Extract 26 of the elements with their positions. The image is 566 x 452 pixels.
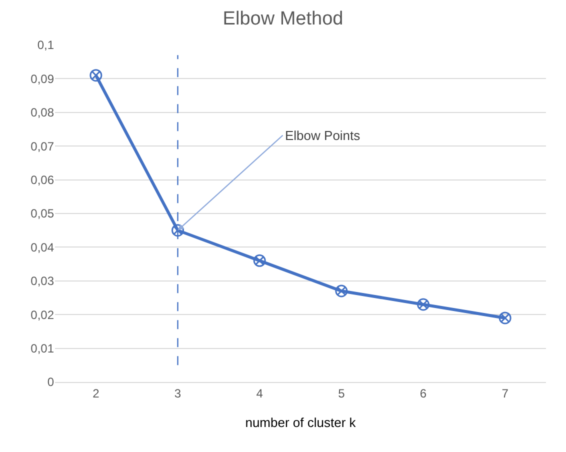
x-tick-label: 7: [502, 386, 509, 400]
point: [498, 312, 512, 324]
y-tick-label: 0,03: [30, 274, 54, 288]
y-tick-label: 0,08: [30, 106, 54, 120]
y-tick-label: 0,07: [30, 139, 54, 154]
x-tick-label: 5: [338, 386, 346, 400]
point: [172, 224, 184, 237]
y-tick-label: 0,1: [37, 38, 54, 52]
x-tick-label: 4: [256, 386, 264, 400]
y-tick-label: 0,04: [30, 240, 54, 254]
y-tick-label: 0: [47, 375, 54, 390]
y-tick-label: 0,06: [30, 173, 54, 187]
point: [253, 254, 266, 267]
point: [335, 284, 348, 298]
y-tick-label: 0,09: [30, 72, 54, 86]
chart-title: Elbow Method: [222, 8, 344, 30]
x-tick-label: 3: [174, 386, 182, 400]
x-tick-label: 6: [420, 386, 427, 400]
point: [417, 298, 430, 311]
point: [90, 69, 102, 82]
x-axis-title: number of cluster k: [245, 415, 356, 430]
y-tick-label: 0,05: [30, 206, 54, 221]
annotation: Elbow Points: [285, 128, 361, 143]
y-tick-label: 0,02: [30, 308, 54, 322]
x-tick-label: 2: [92, 386, 100, 400]
y-tick-label: 0,01: [30, 342, 54, 356]
